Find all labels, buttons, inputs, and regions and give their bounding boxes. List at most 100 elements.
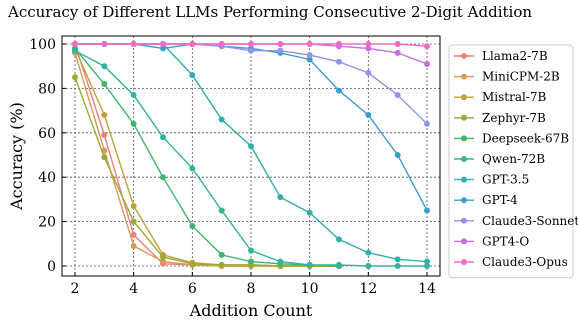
legend-marker [461,238,467,245]
x-axis-title: Addition Count [189,301,313,320]
legend-label: Claude3-Opus [482,255,568,269]
grid [62,36,440,276]
data-point [277,41,284,47]
data-point [424,263,430,269]
legend-label: Claude3-Sonnet [482,214,578,228]
legend-label: GPT4-O [482,234,529,248]
data-point [189,41,196,47]
data-point [130,120,137,127]
data-point [336,87,342,94]
series-line-minicpm-2b [74,52,339,267]
data-point [424,120,430,127]
data-point [424,43,430,50]
legend: Llama2-7B MiniCPM-2B Mistral-7B Zephyr-7B De… [448,44,578,279]
legend-item-minicpm-2b: MiniCPM-2B [454,70,560,84]
series-lines [72,41,430,269]
data-point [189,165,196,172]
data-point [218,116,225,123]
series-deepseek-67b [72,45,342,269]
data-point [160,174,166,181]
legend-marker [461,176,467,183]
data-point [101,132,108,139]
data-point [130,243,137,250]
legend-marker [461,73,467,80]
data-point [101,63,108,70]
data-point [218,251,225,258]
legend-label: GPT-4 [482,193,518,207]
legend-label: GPT-3.5 [482,173,529,187]
data-point [306,56,313,63]
series-minicpm-2b [72,49,342,269]
data-point [72,41,78,47]
data-point [336,41,342,47]
y-tick-label: 100 [29,37,56,53]
x-tick-label: 12 [359,281,377,297]
data-point [365,41,372,47]
axis-ticks: 2 4 6 8 10 12 14 0 20 40 60 80 100 [29,37,436,297]
data-point [72,74,78,81]
legend-marker [461,259,467,265]
data-point [130,203,137,210]
legend-item-mistral-7b: Mistral-7B [454,90,547,104]
x-tick-label: 10 [301,281,319,297]
legend-item-gpt4-o: GPT4-O [454,234,529,248]
series-qwen-72b [72,47,430,269]
data-point [130,231,137,238]
data-point [189,72,196,79]
legend-marker [461,53,467,59]
series-line-zephyr-7b [74,77,339,267]
x-tick-label: 4 [129,281,138,297]
data-point [101,80,108,87]
data-point [160,254,166,261]
legend-marker [461,135,467,142]
legend-item-claude3-sonnet: Claude3-Sonnet [454,214,578,228]
legend-marker [461,217,467,224]
data-point [365,112,372,119]
data-point [365,249,372,256]
y-tick-label: 80 [38,81,56,97]
legend-item-claude3-opus: Claude3-Opus [454,255,568,269]
y-tick-label: 40 [38,170,56,186]
series-claude3-opus [72,41,430,50]
legend-item-zephyr-7b: Zephyr-7B [454,111,546,125]
data-point [394,256,401,263]
legend-marker [461,197,467,204]
x-tick-label: 6 [188,281,197,297]
data-point [277,47,284,54]
data-point [424,258,430,265]
x-tick-label: 8 [247,281,256,297]
data-point [130,92,137,99]
legend-marker [461,94,467,101]
data-point [248,41,254,47]
series-gpt-4 [72,41,430,214]
legend-marker [461,114,467,121]
data-point [306,41,313,47]
data-point [424,60,430,67]
data-point [277,258,284,265]
data-point [336,58,342,65]
data-point [394,92,401,99]
data-point [248,143,254,150]
legend-item-gpt-3-5: GPT-3.5 [454,173,529,187]
data-point [394,263,401,269]
legend-item-llama2-7b: Llama2-7B [454,49,548,63]
data-point [189,223,196,230]
y-axis-title: Accuracy (%) [7,102,26,211]
data-point [277,194,284,201]
legend-label: Deepseek-67B [482,131,569,145]
data-point [101,154,108,161]
data-point [365,45,372,52]
legend-item-gpt-4: GPT-4 [454,193,518,207]
x-tick-label: 14 [418,281,436,297]
data-point [218,41,225,47]
data-point [248,258,254,265]
legend-label: Llama2-7B [482,49,548,63]
legend-item-qwen-72b: Qwen-72B [454,152,545,166]
data-point [160,45,166,52]
legend-item-deepseek-67b: Deepseek-67B [454,131,569,145]
legend-label: Mistral-7B [482,90,547,104]
y-tick-label: 60 [38,126,56,142]
data-point [130,218,137,225]
data-point [130,41,137,47]
